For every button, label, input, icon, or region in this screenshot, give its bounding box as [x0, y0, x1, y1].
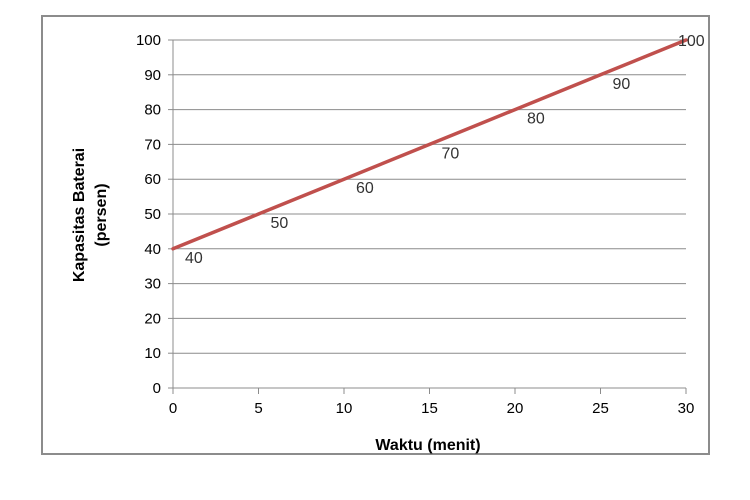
y-tick-labels: 0 10 20 30 40 50 60 70 80 90 100: [136, 32, 161, 397]
y-tick-label-90: 90: [144, 67, 161, 84]
x-tick-label-25: 25: [592, 400, 609, 417]
y-tick-label-20: 20: [144, 310, 161, 327]
x-tick-label-30: 30: [678, 400, 695, 417]
y-tick-label-10: 10: [144, 345, 161, 362]
data-label-40: 40: [185, 250, 203, 267]
x-tick-label-15: 15: [421, 400, 438, 417]
y-tick-label-30: 30: [144, 276, 161, 293]
y-tick-label-70: 70: [144, 136, 161, 153]
x-tick-labels: 0 5 10 15 20 25 30: [169, 400, 695, 417]
gridlines: [173, 39, 686, 354]
y-axis-title-line-1: Kapasitas Baterai: [71, 148, 88, 282]
y-tick-label-60: 60: [144, 171, 161, 188]
data-label-50: 50: [271, 215, 289, 232]
data-label-100: 100: [678, 33, 705, 50]
data-label-80: 80: [527, 111, 545, 128]
data-label-70: 70: [442, 145, 460, 162]
y-tick-label-80: 80: [144, 102, 161, 119]
x-axis-title: Waktu (menit): [375, 437, 480, 454]
x-tick-label-0: 0: [169, 400, 177, 417]
y-tick-label-100: 100: [136, 32, 161, 49]
chart-frame: [41, 15, 710, 455]
y-tick-label-50: 50: [144, 206, 161, 223]
data-label-60: 60: [356, 180, 374, 197]
x-tick-label-10: 10: [336, 400, 353, 417]
y-axis-title: Kapasitas Baterai (persen): [71, 148, 110, 282]
data-labels: 40 50 60 70 80 90 100: [185, 33, 705, 267]
y-tick-label-0: 0: [153, 380, 161, 397]
x-tick-label-20: 20: [507, 400, 524, 417]
data-label-90: 90: [613, 76, 631, 93]
x-tick-label-5: 5: [254, 400, 262, 417]
series: [171, 38, 688, 251]
y-tick-label-40: 40: [144, 241, 161, 258]
series-line-0: [171, 38, 688, 251]
axes: [168, 39, 687, 394]
y-axis-title-line-2: (persen): [93, 183, 110, 246]
